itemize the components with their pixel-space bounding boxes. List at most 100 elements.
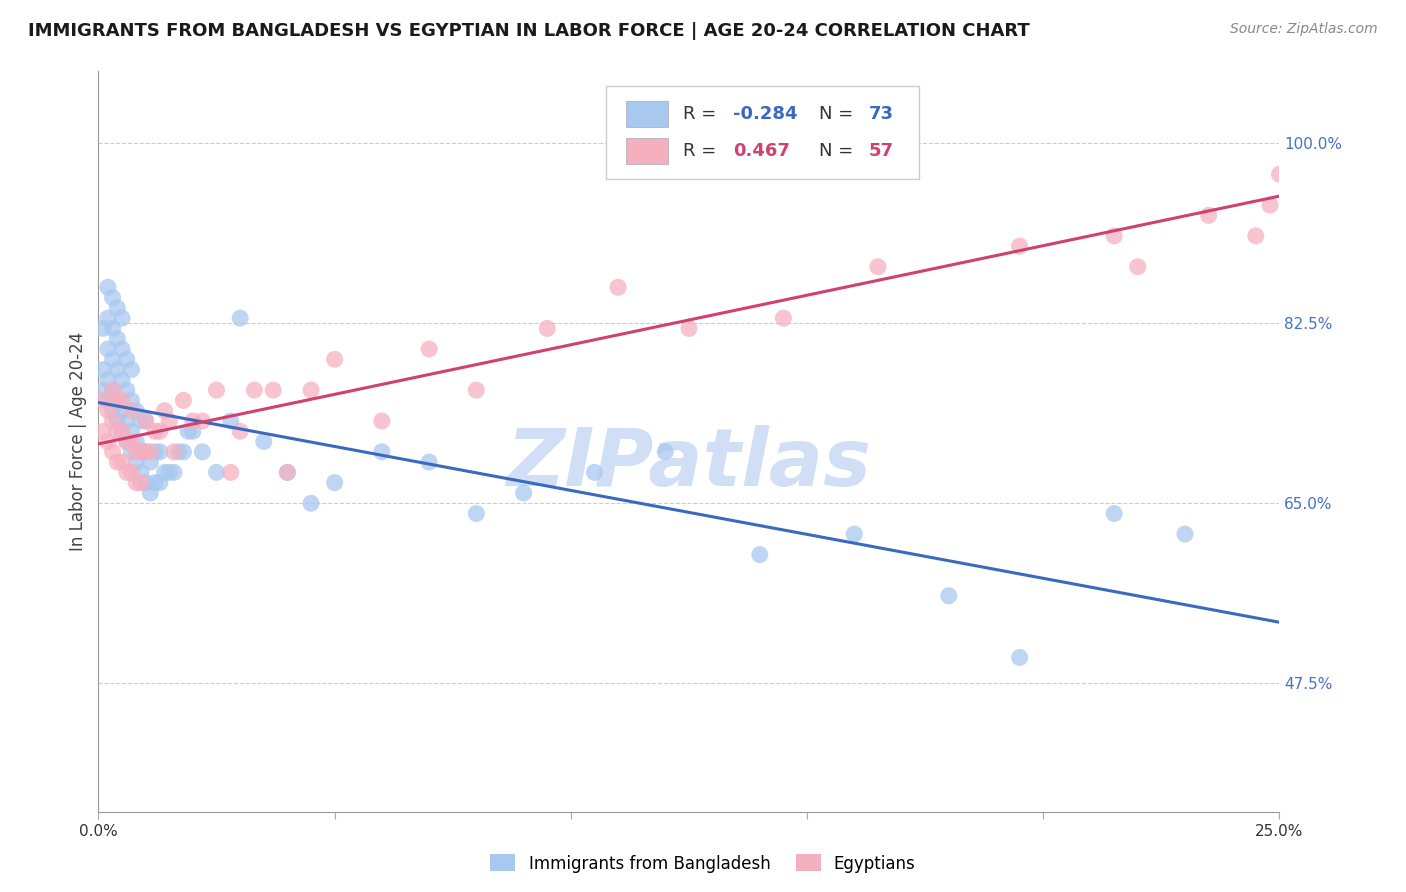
Text: 57: 57 xyxy=(869,143,893,161)
Point xyxy=(115,466,138,480)
Point xyxy=(323,352,346,367)
Point xyxy=(121,445,143,459)
Y-axis label: In Labor Force | Age 20-24: In Labor Force | Age 20-24 xyxy=(69,332,87,551)
Point xyxy=(125,475,148,490)
Point xyxy=(105,332,128,346)
Point xyxy=(678,321,700,335)
Point xyxy=(91,424,114,438)
Point xyxy=(1258,198,1281,212)
Point xyxy=(205,466,228,480)
Text: 73: 73 xyxy=(869,105,893,123)
Point xyxy=(163,445,186,459)
Point xyxy=(91,383,114,397)
Point xyxy=(139,486,162,500)
Point xyxy=(135,475,157,490)
Point xyxy=(1008,650,1031,665)
Text: 0.467: 0.467 xyxy=(733,143,790,161)
Point xyxy=(163,466,186,480)
Point xyxy=(153,403,176,417)
Point xyxy=(125,445,148,459)
Point xyxy=(1102,228,1125,243)
Point xyxy=(91,393,114,408)
Point xyxy=(121,424,143,438)
Point xyxy=(115,434,138,449)
Point xyxy=(1174,527,1197,541)
Point xyxy=(115,434,138,449)
Point xyxy=(135,445,157,459)
Point xyxy=(153,466,176,480)
Point xyxy=(371,445,394,459)
Point xyxy=(191,445,214,459)
Point xyxy=(149,424,172,438)
Point xyxy=(1126,260,1149,274)
Point xyxy=(111,393,134,408)
Point xyxy=(1278,136,1301,151)
Point xyxy=(111,424,134,438)
Point xyxy=(143,475,166,490)
Point xyxy=(844,527,866,541)
Point xyxy=(121,362,143,376)
Point xyxy=(121,466,143,480)
Point xyxy=(97,373,120,387)
Point xyxy=(101,383,124,397)
FancyBboxPatch shape xyxy=(626,138,668,164)
Point xyxy=(149,445,172,459)
Legend: Immigrants from Bangladesh, Egyptians: Immigrants from Bangladesh, Egyptians xyxy=(484,847,922,880)
Point xyxy=(135,445,157,459)
Point xyxy=(181,424,204,438)
Point xyxy=(139,445,162,459)
Point xyxy=(101,291,124,305)
Point xyxy=(1102,507,1125,521)
Text: N =: N = xyxy=(818,105,859,123)
Point xyxy=(229,424,252,438)
Point xyxy=(97,434,120,449)
Point xyxy=(111,373,134,387)
Point xyxy=(101,321,124,335)
Point xyxy=(129,414,152,428)
Point xyxy=(253,434,276,449)
Point xyxy=(465,383,488,397)
Point xyxy=(167,445,190,459)
Point xyxy=(105,414,128,428)
Point xyxy=(125,434,148,449)
Point xyxy=(105,393,128,408)
Point xyxy=(135,414,157,428)
Point xyxy=(101,352,124,367)
Point xyxy=(219,414,242,428)
Point xyxy=(157,466,180,480)
Point xyxy=(91,362,114,376)
Point xyxy=(583,466,606,480)
Text: IMMIGRANTS FROM BANGLADESH VS EGYPTIAN IN LABOR FORCE | AGE 20-24 CORRELATION CH: IMMIGRANTS FROM BANGLADESH VS EGYPTIAN I… xyxy=(28,22,1029,40)
Point xyxy=(191,414,214,428)
Point xyxy=(172,393,194,408)
Text: N =: N = xyxy=(818,143,859,161)
Point xyxy=(121,393,143,408)
Point xyxy=(91,321,114,335)
Point xyxy=(129,466,152,480)
Point xyxy=(1244,228,1267,243)
Point xyxy=(129,445,152,459)
Point xyxy=(276,466,298,480)
Point xyxy=(101,414,124,428)
Point xyxy=(418,455,440,469)
Point xyxy=(97,393,120,408)
Point xyxy=(97,403,120,417)
Point xyxy=(121,434,143,449)
Point xyxy=(101,383,124,397)
Point xyxy=(129,445,152,459)
Point xyxy=(323,475,346,490)
Point xyxy=(465,507,488,521)
Point xyxy=(654,445,676,459)
Text: R =: R = xyxy=(683,105,723,123)
Point xyxy=(105,424,128,438)
Point xyxy=(105,362,128,376)
Point xyxy=(243,383,266,397)
Point xyxy=(866,260,889,274)
Point xyxy=(115,352,138,367)
Point xyxy=(219,466,242,480)
Point xyxy=(105,301,128,315)
Point xyxy=(125,455,148,469)
Point xyxy=(536,321,558,335)
Point xyxy=(299,496,322,510)
Point xyxy=(157,414,180,428)
